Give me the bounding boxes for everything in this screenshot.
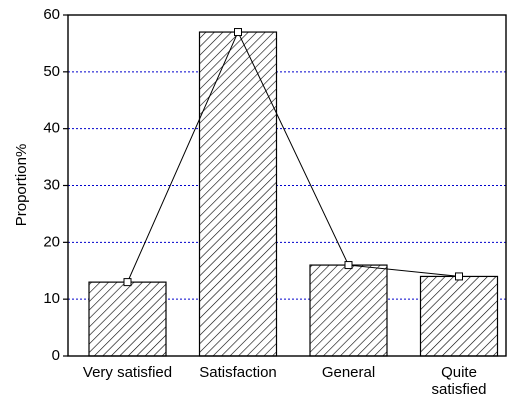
line-marker	[455, 272, 463, 281]
y-tick-label: 60	[43, 6, 60, 23]
x-tick-label: Quite satisfied	[431, 364, 487, 398]
y-tick-label: 20	[43, 233, 60, 250]
x-tick-label: General	[321, 364, 376, 381]
plot-frame	[67, 14, 507, 357]
y-tick-label: 40	[43, 120, 60, 137]
y-tick-label: 50	[43, 63, 60, 80]
y-tick-label: 30	[43, 176, 60, 193]
bar	[198, 31, 278, 357]
x-tick-label: Very satisfied	[82, 364, 173, 381]
y-tick-label: 10	[43, 290, 60, 307]
line-marker	[123, 278, 132, 287]
x-tick-label: Satisfaction	[199, 364, 277, 381]
line-marker	[234, 28, 242, 37]
y-tick-label: 0	[52, 347, 60, 364]
bar	[419, 275, 499, 357]
bar	[309, 264, 388, 357]
line-marker	[344, 261, 353, 270]
y-axis-label: Proportion%	[13, 144, 30, 227]
line	[127, 30, 460, 283]
bar	[88, 281, 167, 357]
